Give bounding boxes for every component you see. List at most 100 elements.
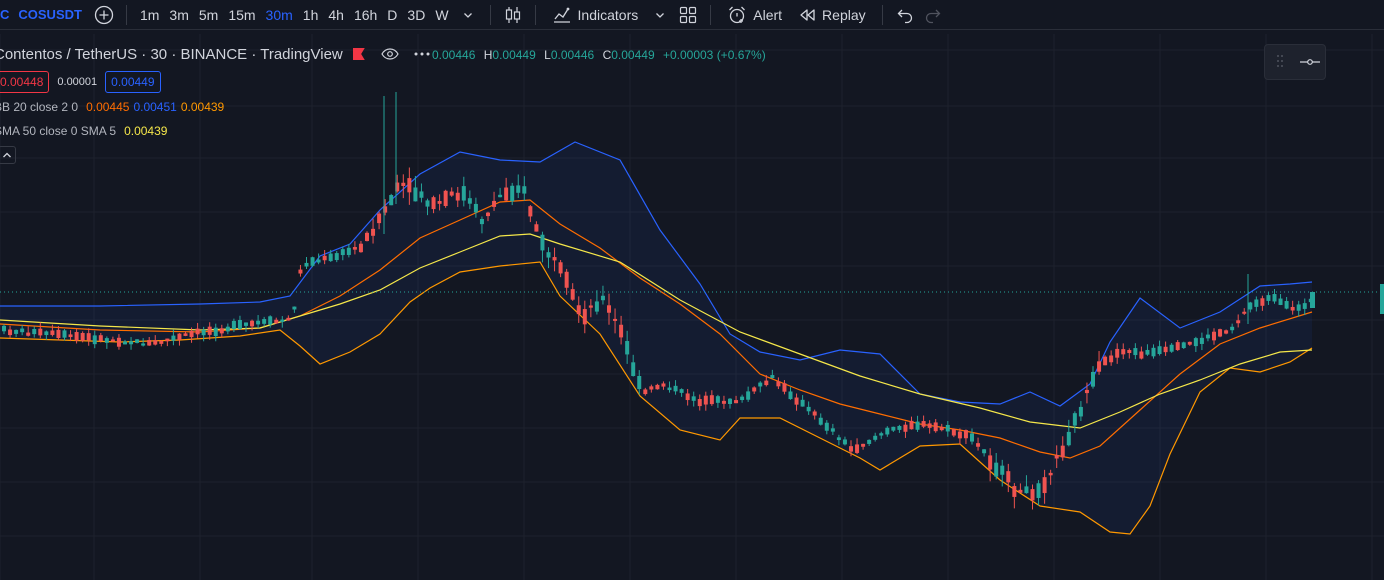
sell-price-button[interactable]: 0.00448	[0, 71, 50, 93]
candle-body	[153, 340, 158, 345]
sma-line	[0, 233, 1313, 429]
interval-30m[interactable]: 30m	[265, 6, 293, 23]
interval-3m[interactable]: 3m	[169, 6, 189, 23]
buy-price-button[interactable]: 0.00449	[105, 71, 161, 93]
chevron-down-icon[interactable]	[646, 1, 674, 29]
eye-icon[interactable]	[377, 40, 403, 68]
candle-body	[195, 328, 200, 335]
replay-label: Replay	[822, 6, 866, 23]
interval-W[interactable]: W	[435, 6, 449, 23]
candle-body	[1097, 361, 1102, 372]
candle-body	[377, 213, 382, 224]
candle-body	[268, 316, 273, 325]
interval-1h[interactable]: 1h	[302, 6, 319, 23]
candle-body	[231, 320, 236, 330]
slider-icon[interactable]	[1295, 55, 1325, 70]
replay-button[interactable]: Replay	[790, 1, 874, 29]
candle-body	[8, 329, 13, 336]
candle-body	[1139, 351, 1144, 359]
candle-body	[371, 228, 376, 236]
candle-body	[873, 435, 878, 440]
candle-body	[310, 257, 315, 266]
candle-body	[1230, 326, 1235, 331]
price-chart-canvas[interactable]	[0, 34, 1384, 580]
candle-body	[752, 387, 757, 392]
candle-body	[322, 255, 327, 261]
candle-body	[250, 320, 255, 327]
interval-15m[interactable]: 15m	[228, 6, 256, 23]
sma-indicator-row[interactable]: SMA 50 close 0 SMA 5 0.00439	[0, 119, 437, 143]
candle-body	[286, 317, 291, 321]
chart-pane[interactable]	[0, 34, 1384, 580]
candle-body	[655, 384, 660, 390]
symbol-prefix[interactable]: C	[0, 7, 10, 22]
undo-icon[interactable]	[891, 1, 919, 29]
candle-body	[183, 333, 188, 336]
interval-5m[interactable]: 5m	[198, 6, 219, 23]
redo-icon[interactable]	[919, 1, 947, 29]
candle-body	[98, 335, 103, 342]
candle-body	[897, 426, 902, 430]
more-options-icon[interactable]	[407, 40, 437, 68]
candle-body	[1072, 413, 1077, 426]
interval-3D[interactable]: 3D	[407, 6, 426, 23]
alert-button[interactable]: Alert	[719, 1, 790, 29]
candle-body	[274, 319, 279, 324]
candle-body	[963, 430, 968, 439]
symbol-search-button[interactable]: COSUSDT	[18, 7, 82, 22]
candle-body	[1000, 465, 1005, 475]
interval-1m[interactable]: 1m	[139, 6, 160, 23]
candle-body	[994, 462, 999, 477]
candle-body	[104, 338, 109, 343]
candle-body	[1018, 489, 1023, 493]
bb-indicator-name: BB 20 close 2 0	[0, 100, 79, 114]
candle-body	[1060, 445, 1065, 458]
candle-body	[915, 421, 920, 430]
drag-handle-icon[interactable]	[1265, 54, 1295, 71]
candle-body	[927, 423, 932, 428]
candle-body	[758, 382, 763, 387]
candle-body	[213, 327, 218, 337]
candles-icon[interactable]	[499, 1, 527, 29]
candle-body	[461, 186, 466, 201]
candle-body	[643, 389, 648, 395]
candle-body	[697, 399, 702, 407]
candle-body	[764, 380, 769, 386]
candle-body	[473, 203, 478, 213]
alert-label: Alert	[753, 6, 783, 23]
candle-body	[135, 339, 140, 343]
compare-add-icon[interactable]	[90, 1, 118, 29]
candle-body	[32, 329, 37, 335]
candle-body	[50, 330, 55, 335]
candle-body	[401, 182, 406, 187]
candle-body	[1272, 294, 1277, 302]
candle-body	[885, 427, 890, 435]
bb-indicator-row[interactable]: BB 20 close 2 0 0.00445 0.00451 0.00439	[0, 95, 437, 119]
candle-body	[1030, 489, 1035, 501]
symbol-title[interactable]: Contentos / TetherUS · 30 · BINANCE · Tr…	[0, 45, 343, 63]
flag-icon[interactable]	[352, 48, 365, 60]
close-value: 0.00449	[611, 48, 655, 62]
open-value: 0.00446	[432, 48, 476, 62]
candle-body	[116, 337, 121, 347]
candle-body	[782, 383, 787, 392]
indicators-button[interactable]: Indicators	[544, 1, 647, 29]
candle-body	[1187, 341, 1192, 345]
layouts-grid-icon[interactable]	[674, 1, 702, 29]
interval-D[interactable]: D	[387, 6, 398, 23]
toolbar-divider	[534, 4, 536, 25]
candle-body	[1163, 346, 1168, 353]
chevron-up-icon[interactable]	[0, 146, 16, 164]
candle-body	[1175, 342, 1180, 351]
candle-body	[607, 305, 611, 313]
candle-body	[1157, 346, 1162, 355]
interval-4h[interactable]: 4h	[328, 6, 344, 23]
candle-body	[594, 301, 599, 312]
candle-body	[842, 439, 847, 445]
candle-body	[14, 329, 19, 334]
candle-body	[383, 206, 388, 213]
chevron-down-icon[interactable]	[454, 1, 482, 29]
ohlc-values: 0.00446 H0.00449 L0.00446 C0.00449 +0.00…	[432, 48, 766, 62]
candle-body	[661, 383, 666, 387]
interval-16h[interactable]: 16h	[353, 6, 378, 23]
